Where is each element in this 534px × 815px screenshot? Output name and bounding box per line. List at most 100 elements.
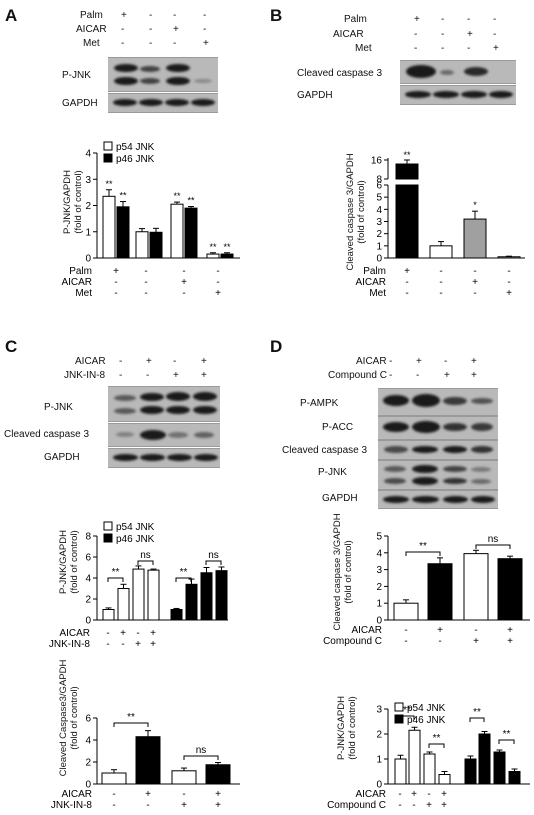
a-chart-axis-sign-0-0: + <box>113 266 119 277</box>
c-chart1-legend-label-1: p46 JNK <box>116 534 155 545</box>
d-blot-pampk <box>378 388 498 416</box>
b-sign-r2-c0: - <box>414 43 418 54</box>
c-chart2-y-ticklabel-6: 6 <box>85 714 91 725</box>
c-chart2-axis-sign-1-2: + <box>181 800 187 811</box>
d-sign-r0-c0: - <box>389 356 393 367</box>
c1-sig-0-label: ** <box>112 567 120 578</box>
c1-bar-p46-0 <box>170 609 183 621</box>
c-chart1-axis-label-1: JNK-IN-8 <box>49 639 91 650</box>
d-sign-r1-c3: + <box>471 370 477 381</box>
c-chart2-axis-sign-0-2: - <box>182 789 185 800</box>
c-chart1-y-ticklabel-0: 0 <box>85 616 91 627</box>
d-chart2-legend-label-0: p54 JNK <box>407 703 446 714</box>
c2-sig-1-label: ns <box>196 745 207 756</box>
d-blot-pjnk <box>378 460 498 490</box>
a-chart-y-ticklabel-3: 3 <box>85 175 91 186</box>
c-chart1-axis-sign-0-3: + <box>150 628 156 639</box>
d-chart2-axis-sign-0-1: + <box>411 789 417 800</box>
b-chart-axis-sign-2-0: - <box>405 288 408 299</box>
a-chart-axis-sign-1-2: + <box>181 277 187 288</box>
d-chart2-legend-label-1: p46 JNK <box>407 715 446 726</box>
c-sign-r0-c0: - <box>119 356 123 367</box>
panel-letter-a: A <box>5 6 18 25</box>
a-bar-p54-1 <box>135 231 149 259</box>
panel-letter-b: B <box>270 6 283 25</box>
c-sign-r1-c1: - <box>146 370 150 381</box>
c1-bar-p54-0 <box>102 609 115 621</box>
b-chart-axis-label-1: AICAR <box>355 277 386 288</box>
b-chart-axis-sign-0-2: - <box>473 266 476 277</box>
d2-sig-2-bracket <box>469 717 485 722</box>
b-sign-r0-c3: - <box>493 14 497 25</box>
d-chart2-axis-sign-1-0: - <box>398 800 401 811</box>
d-chart1-axis-label-0: AICAR <box>351 625 382 636</box>
c-blot-label-pjnk: P-JNK <box>44 402 73 413</box>
b-sig-0: ** <box>403 150 411 160</box>
a-bar-p46-1 <box>149 231 163 259</box>
b-sign-r1-c1: - <box>441 29 445 40</box>
d-chart2-y-ticklabel-0: 0 <box>376 780 382 791</box>
c-blot-cc3 <box>108 423 220 447</box>
c-chart1-axis-sign-0-1: + <box>120 628 126 639</box>
a-treat-aicar: AICAR <box>76 24 107 35</box>
a-chart-axis-sign-2-2: - <box>182 288 185 299</box>
a-sig-3: ** <box>187 196 195 206</box>
d-chart1-axis-sign-0-0: - <box>404 625 407 636</box>
c-treat-aicar: AICAR <box>75 356 106 367</box>
b-sign-r1-c3: - <box>493 29 497 40</box>
c-blot-label-gapdh: GAPDH <box>44 452 80 463</box>
a-sign-r1-c3: - <box>203 24 207 35</box>
c2-sig-0-bracket <box>113 722 149 727</box>
a-sign-r1-c0: - <box>121 24 125 35</box>
d-chart2-axis-label-1: Compound C <box>327 800 386 811</box>
d2-bar-p54-0 <box>394 758 407 785</box>
d-chart1-axis-label-1: Compound C <box>323 636 382 647</box>
d-chart2-axis-sign-1-3: + <box>441 800 447 811</box>
c1-bar-p54-2 <box>132 568 145 621</box>
c1-bar-p46-3 <box>215 570 228 621</box>
c-blot-label-cc3: Cleaved caspase 3 <box>4 429 90 440</box>
c-chart2-y-ticklabel-4: 4 <box>85 736 91 747</box>
a-bar-p46-2 <box>184 207 198 259</box>
d-chart2-legend-swatch-0 <box>394 702 404 712</box>
c-chart2-axis-sign-1-0: - <box>112 800 115 811</box>
d-chart1-axis-sign-0-1: + <box>437 625 443 636</box>
d-chart1-y-ticklabel-5: 5 <box>376 532 382 543</box>
c-chart2-y-ticklabel-0: 0 <box>85 780 91 791</box>
d-chart1-y-ticklabel-4: 4 <box>376 548 382 559</box>
d2-bar-p46-1 <box>478 733 491 785</box>
b-treat-palm: Palm <box>344 14 367 25</box>
c1-bar-p54-1 <box>117 588 130 621</box>
b-sign-r0-c2: - <box>467 14 471 25</box>
d-blot-label-pampk: P-AMPK <box>300 398 339 409</box>
a-sign-r2-c1: - <box>149 38 153 49</box>
b-treat-aicar: AICAR <box>333 29 364 40</box>
c1-sig-3-label: ns <box>208 550 219 561</box>
b-chart-y-ticklabel-2: 2 <box>376 229 382 240</box>
c-sign-r0-c3: + <box>201 356 207 367</box>
c-chart1-y-ticklabel-6: 6 <box>85 553 91 564</box>
a-sign-r0-c0: + <box>121 10 127 21</box>
d-sign-r1-c1: - <box>416 370 420 381</box>
b-chart-y-ticklabel-3: 3 <box>376 217 382 228</box>
a-chart-y-ticklabel-4: 4 <box>85 149 91 160</box>
d-chart2-axis-sign-0-3: + <box>441 789 447 800</box>
c1-bar-p46-1 <box>185 583 198 621</box>
c-chart2-axis-sign-1-3: + <box>215 800 221 811</box>
d-treat-compoundc: Compound C <box>328 370 387 381</box>
d2-bar-p54-2 <box>423 753 436 785</box>
d1-sig-0-bracket <box>405 551 441 556</box>
d-chart2-axis-sign-1-2: + <box>426 800 432 811</box>
c-chart2-axis-sign-0-0: - <box>112 789 115 800</box>
d-chart2-axis-sign-0-2: - <box>427 789 430 800</box>
b-chart-y-ticklabel-1: 1 <box>376 241 382 252</box>
c2-bar-0 <box>101 772 127 785</box>
a-sign-r0-c3: - <box>203 10 207 21</box>
d-chart2-y-ticklabel-1: 1 <box>376 755 382 766</box>
d2-sig-1-label: ** <box>433 733 441 744</box>
d-treat-aicar: AICAR <box>356 356 387 367</box>
d-chart2-axis-label-0: AICAR <box>355 789 386 800</box>
b-chart-axis-sign-1-0: - <box>405 277 408 288</box>
b-sig-1: * <box>473 200 477 210</box>
